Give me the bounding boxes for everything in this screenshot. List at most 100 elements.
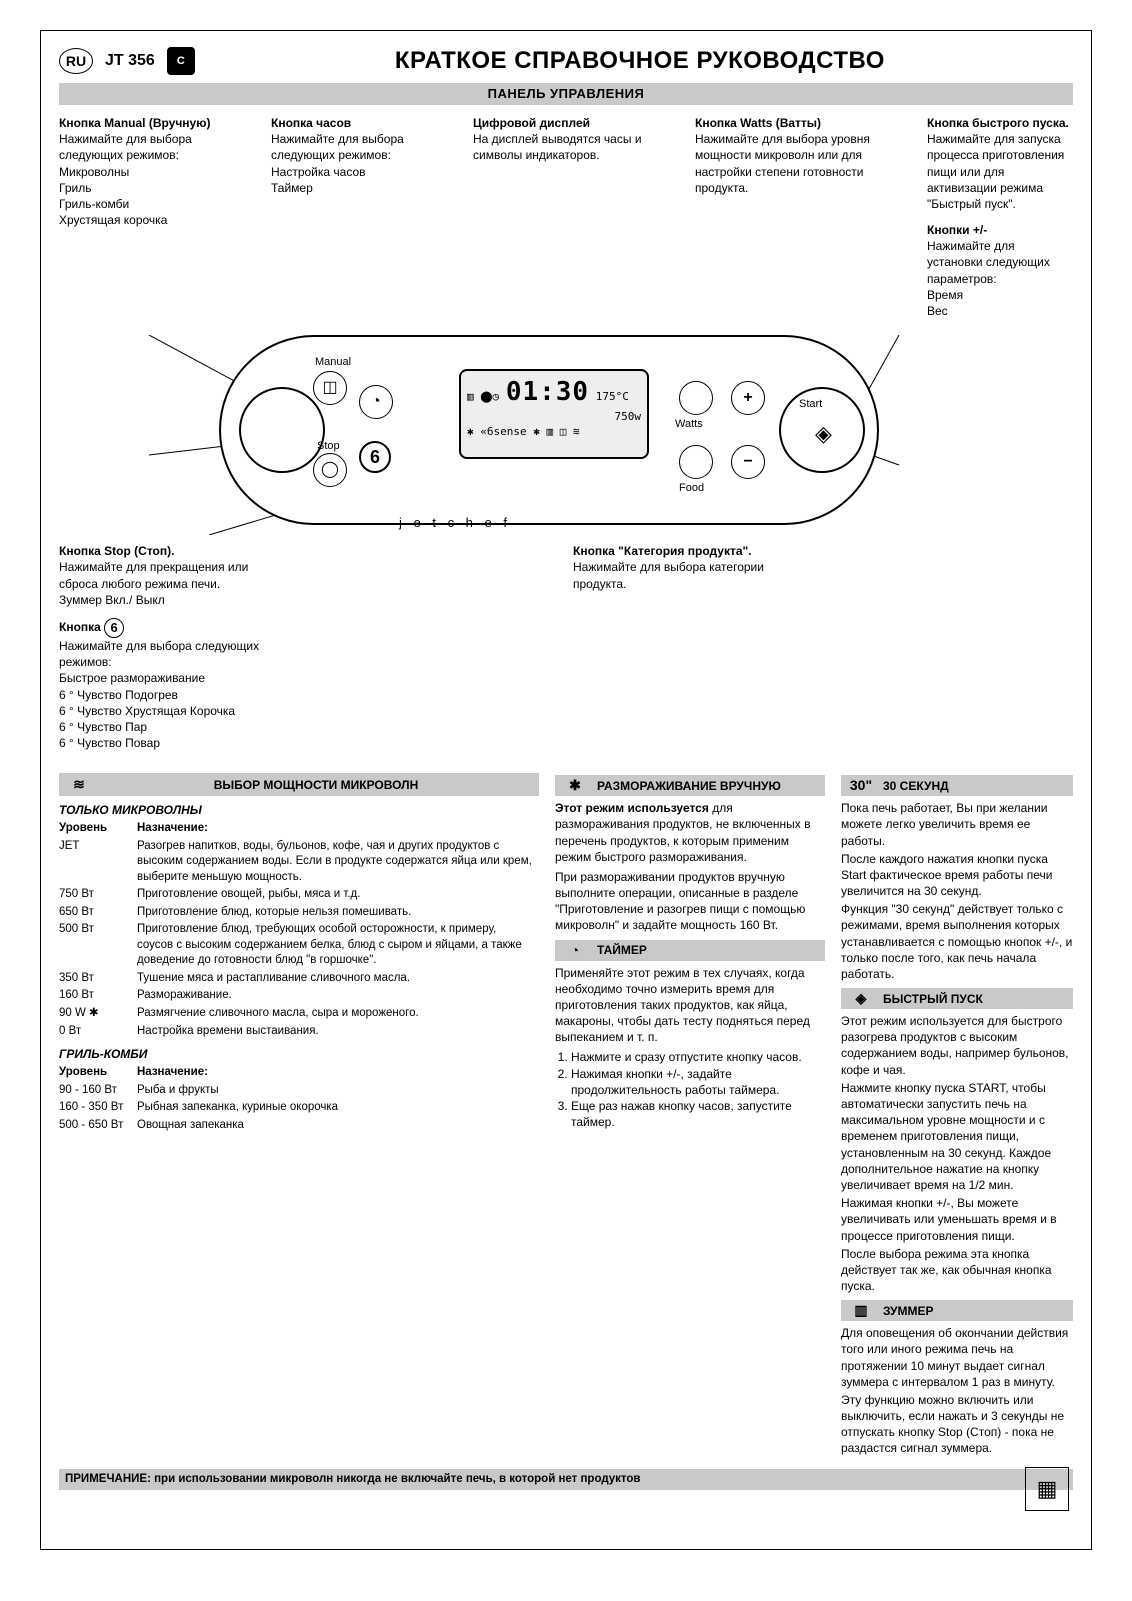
power-use: Приготовление овощей, рыбы, мяса и т.д. bbox=[137, 886, 539, 904]
minus-button-icon: − bbox=[731, 445, 765, 479]
watts-button-icon bbox=[679, 381, 713, 415]
timer-bar: ◔ ТАЙМЕР bbox=[555, 940, 825, 961]
start-label: Start bbox=[799, 397, 822, 412]
page: RU JT 356 C КРАТКОЕ СПРАВОЧНОЕ РУКОВОДСТ… bbox=[40, 30, 1092, 1550]
callout-manual: Кнопка Manual (Вручную) Нажимайте для вы… bbox=[59, 115, 259, 228]
callout-title: Кнопки +/- bbox=[927, 222, 1073, 238]
timer-p1: Применяйте этот режим в тех случаях, ког… bbox=[555, 965, 825, 1046]
sec30-p3: Функция "30 секунд" действует только с р… bbox=[841, 901, 1073, 982]
callout-item: Вес bbox=[927, 303, 1073, 319]
sec30-p2: После каждого нажатия кнопки пуска Start… bbox=[841, 851, 1073, 900]
col-hdr-level: Уровень bbox=[59, 820, 137, 838]
power-level: 0 Вт bbox=[59, 1023, 137, 1041]
buzzer-icon: ▥ bbox=[847, 1301, 875, 1320]
callout-title: Кнопка быстрого пуска. bbox=[927, 115, 1073, 131]
callout-plusminus: Кнопки +/- Нажимайте для установки следу… bbox=[927, 222, 1073, 319]
callout-body: Нажимайте для прекращения или сброса люб… bbox=[59, 559, 269, 591]
mw-waves-icon: ≋ bbox=[65, 775, 93, 794]
bar-text: БЫСТРЫЙ ПУСК bbox=[883, 991, 983, 1007]
power-use: Размягчение сливочного масла, сыра и мор… bbox=[137, 1005, 539, 1023]
callout-body: На дисплей выводятся часы и символы инди… bbox=[473, 131, 683, 163]
callout-item: Хрустящая корочка bbox=[59, 212, 259, 228]
lcd-time: 01:30 bbox=[506, 377, 589, 407]
col-hdr-level: Уровень bbox=[59, 1064, 137, 1082]
js-p2: Нажмите кнопку пуска START, чтобы автома… bbox=[841, 1080, 1073, 1193]
plus-button-icon: + bbox=[731, 381, 765, 415]
callout-item: Гриль bbox=[59, 180, 259, 196]
lang-badge: RU bbox=[59, 48, 93, 74]
sixsense-icon: 6 bbox=[104, 618, 124, 638]
power-bar-text: ВЫБОР МОЩНОСТИ МИКРОВОЛН bbox=[99, 777, 533, 793]
power-bar: ≋ ВЫБОР МОЩНОСТИ МИКРОВОЛН bbox=[59, 773, 539, 796]
sec30-p1: Пока печь работает, Вы при желании может… bbox=[841, 800, 1073, 849]
bz-p2: Эту функцию можно включить или выключить… bbox=[841, 1392, 1073, 1457]
power-use: Настройка времени выстаивания. bbox=[137, 1023, 539, 1041]
diamond-icon: ◈ bbox=[847, 989, 875, 1008]
manual-label: Manual bbox=[315, 355, 351, 370]
buzzer-box: Для оповещения об окончании действия тог… bbox=[841, 1325, 1073, 1457]
sec30-bar: 30" 30 СЕКУНД bbox=[841, 775, 1073, 796]
callout-body: Нажимайте для выбора следующих режимов: bbox=[59, 638, 269, 670]
oven-corner-icon: ▦ bbox=[1025, 1467, 1069, 1511]
callout-item: 6 ° Чувство Пар bbox=[59, 719, 269, 735]
callout-title: Кнопка "Категория продукта". bbox=[573, 543, 803, 559]
timer-step: Нажмите и сразу отпустите кнопку часов. bbox=[571, 1049, 825, 1065]
bar-text: ТАЙМЕР bbox=[597, 942, 647, 958]
callout-title-text: Кнопка bbox=[59, 620, 104, 634]
clock-button-icon: ◔ bbox=[359, 385, 393, 419]
panel-section-bar: ПАНЕЛЬ УПРАВЛЕНИЯ bbox=[59, 83, 1073, 105]
callout-title: Кнопка 6 bbox=[59, 618, 269, 638]
buzzer-bar: ▥ ЗУММЕР bbox=[841, 1300, 1073, 1321]
callout-title: Цифровой дисплей bbox=[473, 115, 683, 131]
col-hdr-use: Назначение: bbox=[137, 1064, 539, 1082]
callout-body: Нажимайте для выбора следующих режимов: bbox=[59, 131, 259, 163]
callout-body: Нажимайте для выбора следующих режимов: bbox=[271, 131, 461, 163]
cert-icon: C bbox=[167, 47, 195, 75]
power-use: Приготовление блюд, которые нельзя помеш… bbox=[137, 904, 539, 922]
power-use: Тушение мяса и растапливание сливочного … bbox=[137, 970, 539, 988]
power-use: Рыба и фрукты bbox=[137, 1082, 539, 1100]
callout-watts: Кнопка Watts (Ватты) Нажимайте для выбор… bbox=[695, 115, 915, 196]
callout-body: Нажимайте для выбора категории продукта. bbox=[573, 559, 803, 591]
grill-combi-title: ГРИЛЬ-КОМБИ bbox=[59, 1046, 539, 1062]
model-number: JT 356 bbox=[105, 50, 155, 72]
callout-item: Гриль-комби bbox=[59, 196, 259, 212]
callout-food: Кнопка "Категория продукта". Нажимайте д… bbox=[573, 543, 803, 592]
oven-panel-illustration: ◫ ◯ ◔ 6 Manual Stop ▥ ⬤◷ 01:30 175°C 750… bbox=[59, 335, 1073, 535]
bar-text: 30 СЕКУНД bbox=[883, 778, 949, 794]
right-column: 30" 30 СЕКУНД Пока печь работает, Вы при… bbox=[841, 769, 1073, 1458]
sixsense-button-icon: 6 bbox=[359, 441, 391, 473]
sec30-icon: 30" bbox=[847, 776, 875, 795]
callout-sixsense: Кнопка 6 Нажимайте для выбора следующих … bbox=[59, 618, 269, 751]
power-level: 90 - 160 Вт bbox=[59, 1082, 137, 1100]
callout-title: Кнопка Manual (Вручную) bbox=[59, 115, 259, 131]
power-level: 90 W ✱ bbox=[59, 1005, 137, 1023]
callout-clock: Кнопка часов Нажимайте для выбора следую… bbox=[271, 115, 461, 196]
callout-body: Нажимайте для выбора уровня мощности мик… bbox=[695, 131, 915, 196]
jetstart-bar: ◈ БЫСТРЫЙ ПУСК bbox=[841, 988, 1073, 1009]
food-label: Food bbox=[679, 481, 704, 496]
middle-column: ✱ РАЗМОРАЖИВАНИЕ ВРУЧНУЮ Этот режим испо… bbox=[555, 769, 825, 1458]
callout-item: Время bbox=[927, 287, 1073, 303]
mw-power-table: Уровень Назначение: JETРазогрев напитков… bbox=[59, 820, 539, 1040]
callout-title: Кнопка Stop (Стоп). bbox=[59, 543, 269, 559]
bar-text: РАЗМОРАЖИВАНИЕ ВРУЧНУЮ bbox=[597, 778, 781, 794]
power-level: 500 Вт bbox=[59, 921, 137, 970]
sec30-box: Пока печь работает, Вы при желании может… bbox=[841, 800, 1073, 982]
js-p3: Нажимая кнопки +/-, Вы можете увеличиват… bbox=[841, 1195, 1073, 1244]
clock-icon: ◔ bbox=[561, 941, 589, 960]
power-level-text: 90 W bbox=[59, 1007, 86, 1019]
bz-p1: Для оповещения об окончании действия тог… bbox=[841, 1325, 1073, 1390]
manual-defrost-bar: ✱ РАЗМОРАЖИВАНИЕ ВРУЧНУЮ bbox=[555, 775, 825, 796]
stop-label: Stop bbox=[317, 439, 340, 454]
callout-title: Кнопка Watts (Ватты) bbox=[695, 115, 915, 131]
defrost-star-icon: ✱ bbox=[561, 776, 589, 795]
start-diamond-icon: ◈ bbox=[815, 419, 832, 449]
timer-box: Применяйте этот режим в тех случаях, ког… bbox=[555, 965, 825, 1131]
callout-item: 6 ° Чувство Хрустящая Корочка bbox=[59, 703, 269, 719]
callout-quickstart: Кнопка быстрого пуска. Нажимайте для зап… bbox=[927, 115, 1073, 212]
power-use: Овощная запеканка bbox=[137, 1117, 539, 1135]
watts-label: Watts bbox=[675, 417, 703, 432]
food-button-icon bbox=[679, 445, 713, 479]
callout-item: 6 ° Чувство Повар bbox=[59, 735, 269, 751]
